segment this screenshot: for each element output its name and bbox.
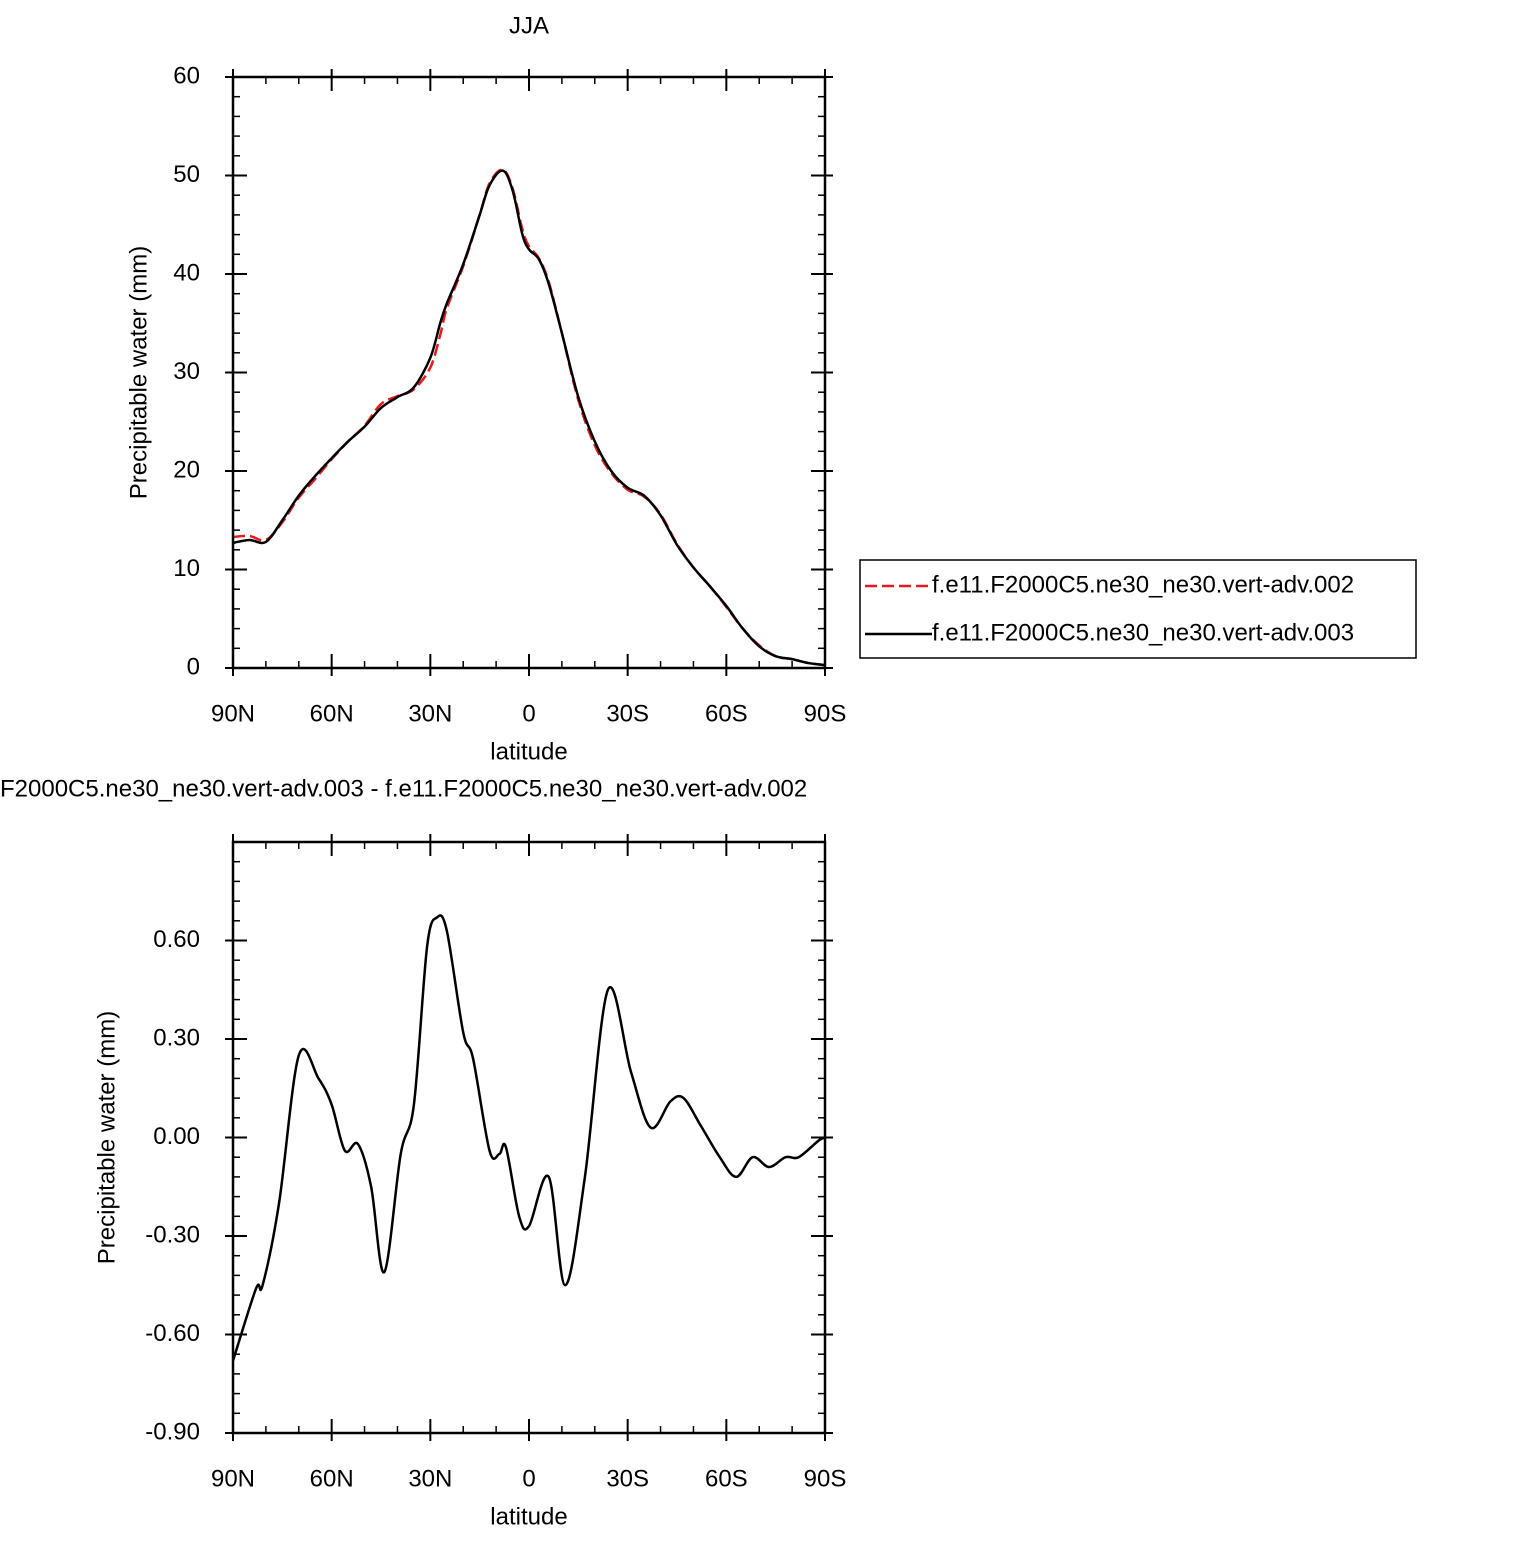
y-tick-label: 60 xyxy=(173,62,200,89)
y-tick-label: 0.30 xyxy=(153,1024,200,1051)
x-tick-label: 30S xyxy=(606,700,649,727)
chart-title: JJA xyxy=(509,12,549,39)
plot-frame xyxy=(231,75,827,670)
x-tick-label: 60N xyxy=(310,1465,354,1492)
data-line xyxy=(232,169,826,667)
x-tick-label: 60S xyxy=(705,700,748,727)
data-line xyxy=(231,914,826,1362)
y-tick-label: 0 xyxy=(187,653,200,680)
x-axis-label: latitude xyxy=(490,738,567,765)
x-tick-label: 60S xyxy=(705,1465,748,1492)
y-tick-label: 40 xyxy=(173,259,200,286)
y-tick-label: -0.90 xyxy=(145,1418,200,1445)
x-tick-label: 30N xyxy=(408,700,452,727)
x-tick-label: 30N xyxy=(408,1465,452,1492)
x-tick-label: 60N xyxy=(310,700,354,727)
x-tick-label: 90S xyxy=(804,700,847,727)
x-tick-label: 30S xyxy=(606,1465,649,1492)
data-line xyxy=(232,168,826,667)
x-axis-label: latitude xyxy=(490,1503,567,1530)
legend-label: f.e11.F2000C5.ne30_ne30.vert-adv.003 xyxy=(932,619,1354,646)
chart-title: F2000C5.ne30_ne30.vert-adv.003 - f.e11.F… xyxy=(0,775,807,802)
y-tick-label: -0.60 xyxy=(145,1320,200,1347)
legend-box xyxy=(859,559,1417,659)
y-axis-label: Precipitable water (mm) xyxy=(93,1011,120,1264)
legend-label: f.e11.F2000C5.ne30_ne30.vert-adv.002 xyxy=(932,571,1354,598)
x-tick-label: 90N xyxy=(211,1465,255,1492)
y-tick-label: -0.30 xyxy=(145,1221,200,1248)
y-tick-label: 20 xyxy=(173,456,200,483)
y-tick-label: 10 xyxy=(173,555,200,582)
y-tick-label: 50 xyxy=(173,161,200,188)
y-tick-label: 30 xyxy=(173,358,200,385)
y-tick-label: 0.00 xyxy=(153,1123,200,1150)
x-tick-label: 90N xyxy=(211,700,255,727)
y-tick-label: 0.60 xyxy=(153,926,200,953)
y-axis-label: Precipitable water (mm) xyxy=(125,246,152,499)
plot-frame xyxy=(231,840,827,1435)
x-tick-label: 0 xyxy=(522,700,535,727)
x-tick-label: 90S xyxy=(804,1465,847,1492)
x-tick-label: 0 xyxy=(522,1465,535,1492)
